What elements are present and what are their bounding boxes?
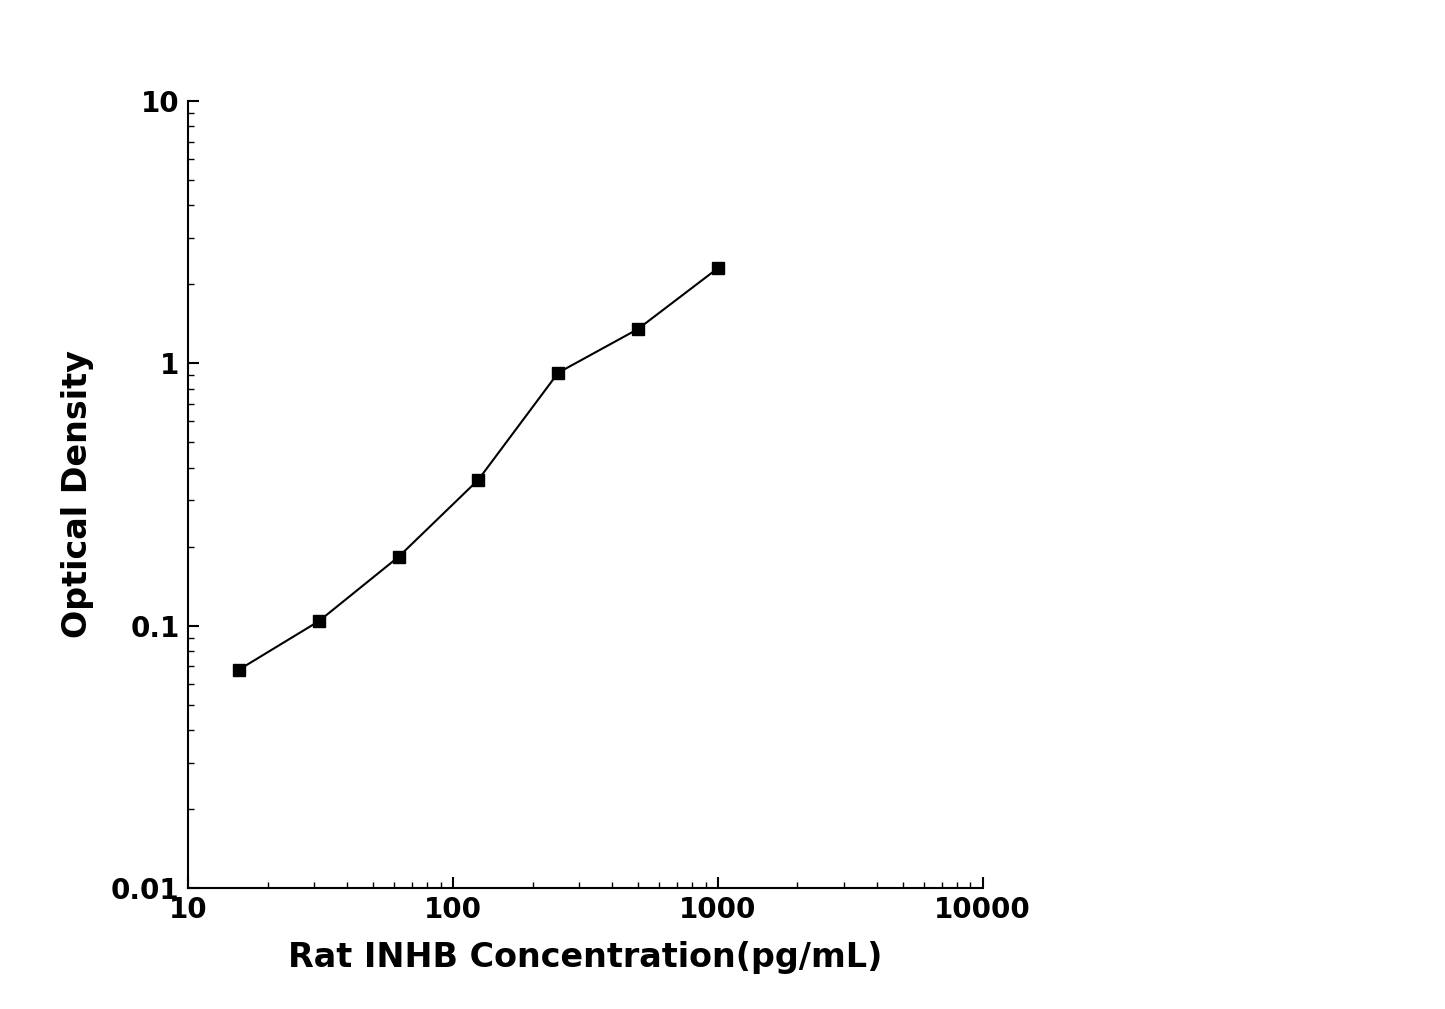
Y-axis label: Optical Density: Optical Density [61,350,94,639]
X-axis label: Rat INHB Concentration(pg/mL): Rat INHB Concentration(pg/mL) [288,941,883,974]
